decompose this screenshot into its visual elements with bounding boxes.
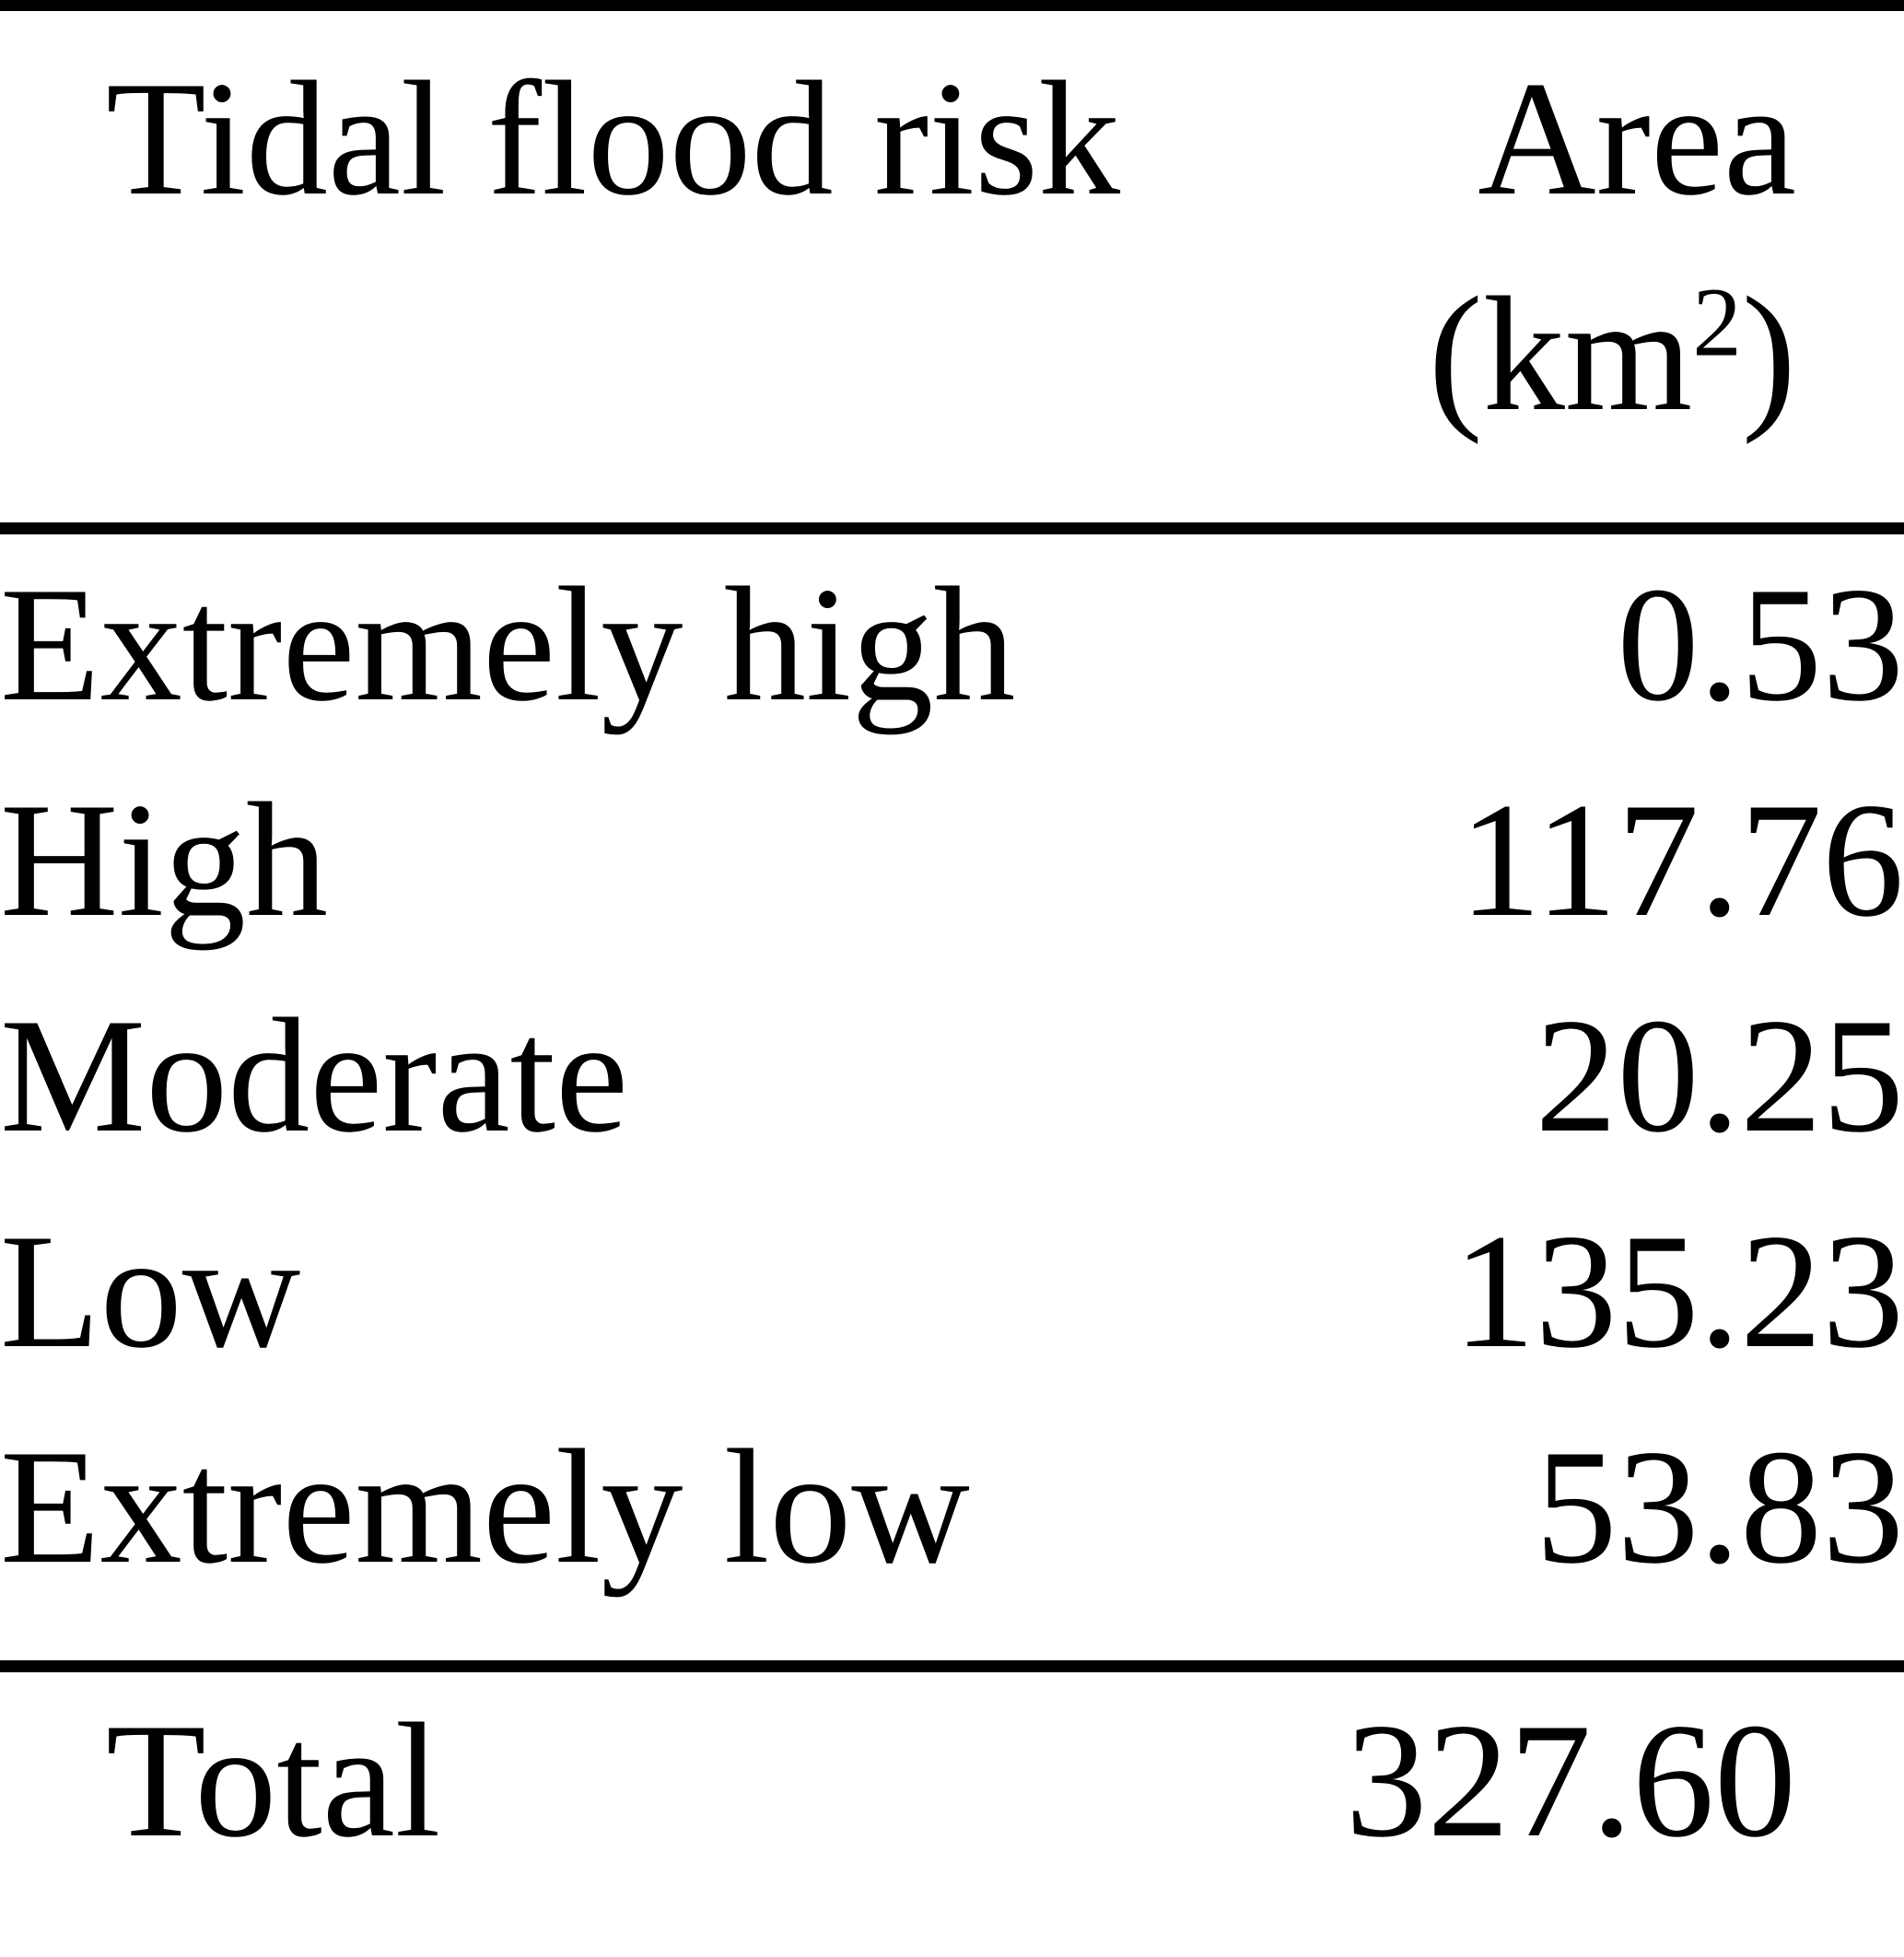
area-value: 135.23 [1453,1200,1904,1382]
area-unit-exponent: 2 [1692,268,1742,378]
area-value: 20.25 [1535,984,1904,1166]
table-body: Extremely high 0.53 High 117.76 Moderate… [0,534,1904,1660]
area-unit-close: ) [1741,263,1796,445]
area-value: 117.76 [1459,768,1904,951]
total-label: Total [106,1689,441,1871]
risk-label: Low [0,1200,301,1382]
area-unit-open: (km [1428,263,1693,445]
area-column-header: Area (km2) [1429,30,1796,462]
top-rule [0,0,1904,11]
area-header-unit: (km2) [1429,246,1796,462]
area-value: 0.53 [1617,553,1904,735]
table-row: Low 135.23 [0,1183,1904,1399]
table-header-row: Tidal flood risk Area (km2) [0,11,1904,522]
area-value: 53.83 [1535,1415,1904,1598]
risk-column-header: Tidal flood risk [106,47,1121,229]
area-header-line1: Area [1478,47,1796,229]
total-rule [0,1660,1904,1672]
table-row: Extremely high 0.53 [0,536,1904,752]
table-row: Moderate 20.25 [0,967,1904,1183]
risk-label: High [0,768,328,951]
table-row: Extremely low 53.83 [0,1399,1904,1614]
header-rule [0,522,1904,534]
risk-label: Extremely high [0,553,1016,735]
total-row: Total 327.60 [0,1672,1904,1957]
risk-label: Moderate [0,984,629,1166]
risk-label: Extremely low [0,1415,970,1598]
table-row: High 117.76 [0,752,1904,967]
total-value: 327.60 [1345,1689,1797,1871]
